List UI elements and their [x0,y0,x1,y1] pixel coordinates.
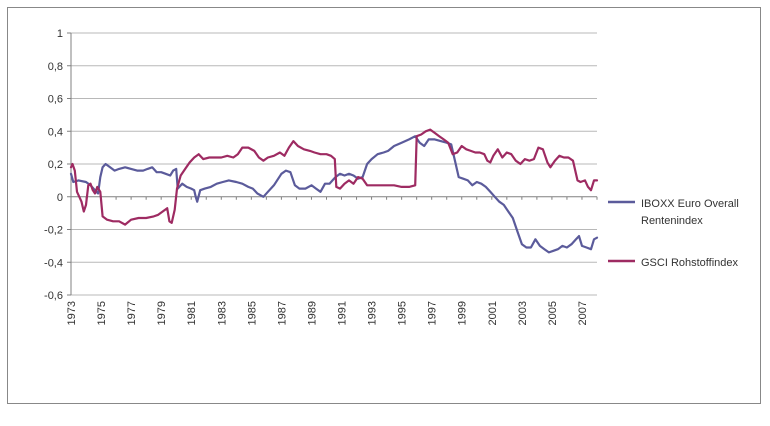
x-tick-label: 1979 [156,301,168,325]
series-line-iboxx [69,135,599,254]
x-tick-label: 1983 [216,301,228,325]
x-tick-label: 1985 [246,301,258,325]
y-tick-label: 0,6 [48,94,63,106]
x-tick-label: 1973 [66,301,78,325]
series-lines [69,128,599,254]
legend-label-gsci: GSCI Rohstoffindex [641,257,739,269]
x-tick-label: 1991 [337,301,349,325]
y-tick-label: 1 [57,28,63,40]
x-tick-label: 1987 [276,301,288,325]
y-tick-label: -0,6 [44,290,63,302]
x-tick-label: 1977 [126,301,138,325]
x-tick-label: 2005 [547,301,559,325]
legend-label-iboxx: IBOXX Euro Overall [641,198,739,210]
x-tick-label: 1981 [186,301,198,325]
y-tick-label: 0 [57,192,63,204]
series-line-gsci [69,128,599,226]
legend: IBOXX Euro Overall Rentenindex GSCI Rohsto… [608,198,739,269]
x-tick-label: 2007 [577,301,589,325]
x-tick-label: 1993 [367,301,379,325]
y-tick-label: 0,8 [48,61,63,73]
x-tick-label: 1975 [96,301,108,325]
x-tick-label: 1989 [306,301,318,325]
x-tick-label: 1999 [457,301,469,325]
y-tick-label: 0,2 [48,159,63,171]
x-tick-label: 2001 [487,301,499,325]
x-tick-label: 1997 [427,301,439,325]
y-tick-label: -0,2 [44,225,63,237]
legend-label-iboxx: Rentenindex [641,215,703,227]
y-tick-label: -0,4 [44,257,63,269]
chart-frame: 1 0,8 0,6 0,4 0,2 0 -0,2 -0,4 -0,6 1973 1975 1977 19… [7,7,761,404]
y-tick-label: 0,4 [48,126,63,138]
x-tick-label: 1995 [397,301,409,325]
x-tick-label: 2003 [517,301,529,325]
